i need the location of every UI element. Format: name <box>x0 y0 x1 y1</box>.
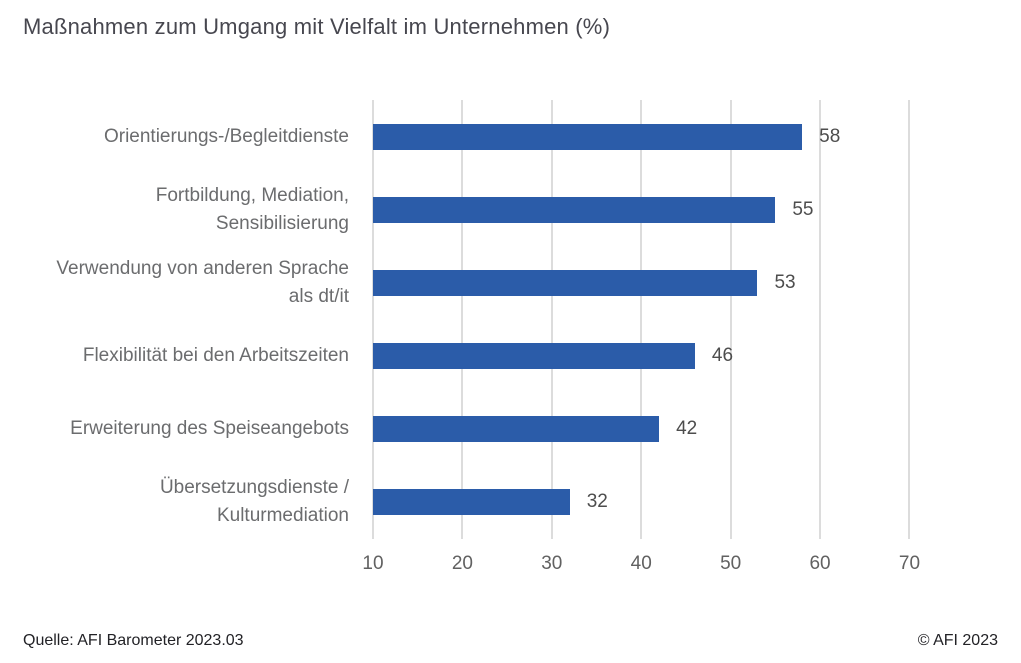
x-tick-label-10: 10 <box>362 553 384 574</box>
category-axis: Orientierungs-/Begleitdienste Fortbildung… <box>0 100 349 539</box>
chart-title: Maßnahmen zum Umgang mit Vielfalt im Unt… <box>23 14 611 39</box>
x-tick-label-70: 70 <box>898 553 921 574</box>
bar-value-label-3: 53 <box>774 271 796 293</box>
gridline-30 <box>550 100 553 539</box>
x-tick-label-60: 60 <box>809 553 831 574</box>
x-axis-tick-labels: 10 20 30 40 50 60 70 <box>362 553 981 579</box>
category-label-1: Orientierungs-/Begleitdienste <box>103 125 349 147</box>
bar-value-label-5: 42 <box>676 418 698 440</box>
bar-value-label-4: 46 <box>711 345 734 367</box>
x-tick-label-30: 30 <box>541 553 563 574</box>
bar-value-label-1: 58 <box>819 125 841 147</box>
category-label-6: Übersetzungsdienste / Kulturmediation <box>159 477 349 527</box>
copyright-note: © AFI 2023 <box>917 632 998 649</box>
category-label-2: Fortbildung, Mediation, Sensibilisierung <box>155 184 349 234</box>
gridline-60 <box>819 100 822 539</box>
x-tick-label-40: 40 <box>630 553 652 574</box>
plot-area: 58 55 53 46 42 32 <box>372 100 981 539</box>
bar-1 <box>373 123 803 150</box>
x-tick-label-50: 50 <box>720 553 742 574</box>
gridline-40 <box>640 100 643 539</box>
bar-4 <box>373 343 695 370</box>
gridline-50 <box>729 100 732 539</box>
footer: Quelle: AFI Barometer 2023.03 © AFI 2023 <box>23 632 998 650</box>
bar-value-label-2: 55 <box>792 198 814 220</box>
category-label-5: Erweiterung des Speiseangebots <box>70 418 349 440</box>
bar-6 <box>373 489 570 516</box>
source-note: Quelle: AFI Barometer 2023.03 <box>23 632 244 649</box>
category-label-3: Verwendung von anderen Sprache als dt/it <box>56 257 349 307</box>
gridline-20 <box>461 100 464 539</box>
bar-2 <box>373 196 776 223</box>
gridline-10 <box>372 100 374 539</box>
bar-value-label-6: 32 <box>586 491 608 513</box>
bar-3 <box>373 269 758 296</box>
category-label-4: Flexibilität bei den Arbeitszeiten <box>82 345 349 367</box>
x-tick-label-20: 20 <box>451 553 473 574</box>
bar-5 <box>373 416 660 443</box>
gridline-70 <box>908 100 911 539</box>
